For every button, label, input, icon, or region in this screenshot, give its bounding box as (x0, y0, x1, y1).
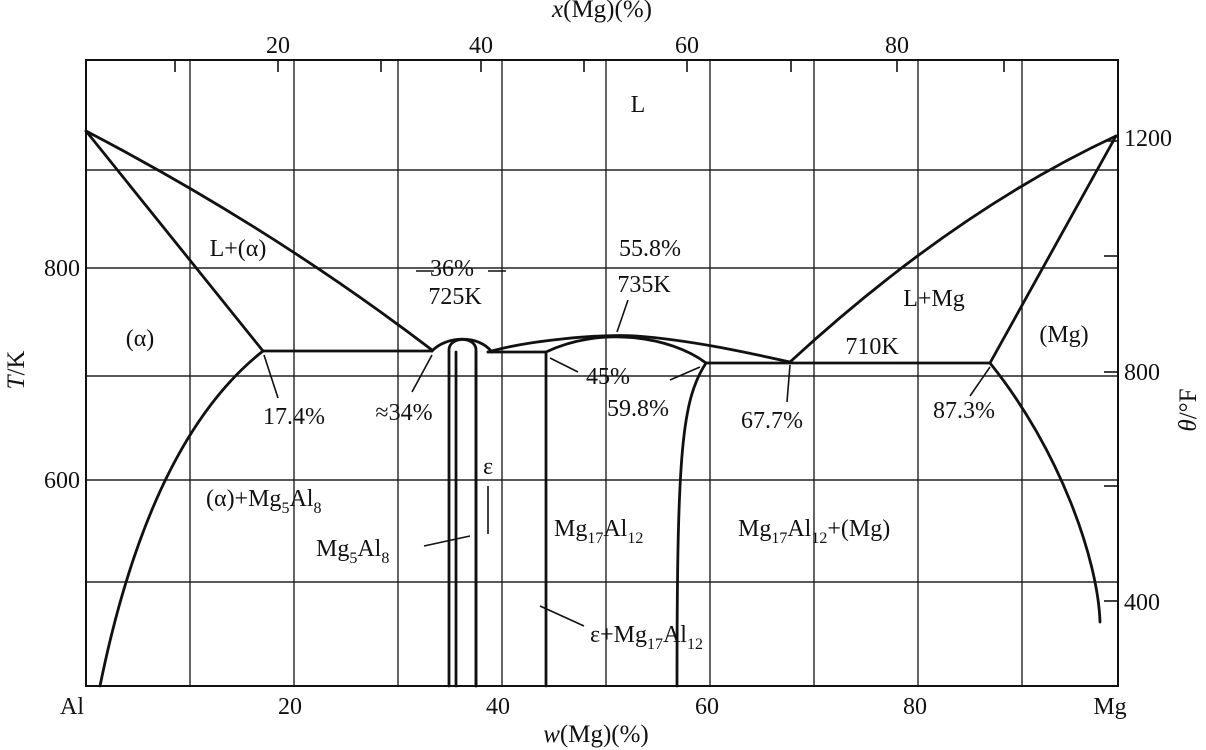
top-tick-label-40: 40 (469, 33, 493, 59)
label-36: 36% (430, 256, 474, 282)
right-tick-label-800: 800 (1124, 360, 1160, 386)
label-mg17al12: Mg17Al12 (554, 516, 643, 547)
region-labels: L L+(α) (α) 17.4% 36% 725K ≈34% 55.8% 73… (126, 92, 1089, 653)
mg5al8-dome (447, 338, 478, 688)
label-eps-mg17al12: ε+Mg17Al12 (590, 622, 703, 653)
label-mg-phase: (Mg) (1039, 322, 1088, 348)
grid (86, 60, 1118, 686)
top-tick-label-60: 60 (675, 33, 699, 59)
right-tick-label-400: 400 (1124, 590, 1160, 616)
plot-frame (85, 59, 1119, 687)
leader-67-7 (786, 364, 791, 403)
label-710k: 710K (845, 334, 899, 360)
label-epsilon: ε (483, 454, 493, 480)
leader-45 (549, 357, 579, 373)
left-tick-label-600: 600 (44, 468, 80, 494)
label-mg17al12-mg: Mg17Al12+(Mg) (738, 516, 890, 547)
mg-solvus (988, 361, 1102, 624)
label-67-7: 67.7% (741, 408, 803, 434)
leader-lines (263, 270, 991, 627)
mg-liquidus (788, 134, 1118, 364)
leader-59-8 (669, 366, 701, 381)
axis-labels: x(Mg)(%) 20 40 60 80 Al 20 40 60 80 Mg w… (3, 0, 1202, 748)
leader-735 (616, 299, 629, 333)
al-liquidus (84, 129, 434, 352)
leader-34 (411, 354, 433, 393)
bottom-axis-title: w(Mg)(%) (543, 721, 649, 748)
bottom-tick-label-40: 40 (486, 694, 510, 720)
al-solvus (98, 349, 265, 688)
mg17al12-dome (544, 335, 708, 365)
label-87-3: 87.3% (933, 398, 995, 424)
leader-eps-mg17al12 (539, 605, 585, 627)
right-axis-title: θ/°F (1175, 388, 1202, 431)
bottom-end-label-mg: Mg (1093, 694, 1126, 720)
label-45: 45% (586, 364, 630, 390)
bottom-end-label-al: Al (60, 694, 84, 720)
top-tick-label-80: 80 (885, 33, 909, 59)
bottom-tick-label-80: 80 (903, 694, 927, 720)
axis-ticks (174, 60, 1118, 602)
mg-solidus (988, 134, 1118, 365)
top-tick-label-20: 20 (266, 33, 290, 59)
al-solidus (84, 129, 265, 353)
mg17al12-liquidus (486, 334, 792, 364)
label-17-4: 17.4% (263, 404, 325, 430)
label-59-8: 59.8% (607, 396, 669, 422)
label-735k: 735K (617, 272, 671, 298)
leader-17-4 (263, 354, 279, 399)
label-mg5al8: Mg5Al8 (316, 536, 389, 567)
left-tick-label-800: 800 (44, 256, 80, 282)
label-55-8: 55.8% (619, 236, 681, 262)
mg5al8-cap (430, 337, 494, 354)
label-725k: 725K (428, 284, 482, 310)
label-l-mg: L+Mg (903, 286, 965, 312)
bottom-tick-label-60: 60 (695, 694, 719, 720)
label-alpha: (α) (126, 326, 155, 352)
phase-boundaries (84, 129, 1118, 688)
label-l-alpha: L+(α) (210, 236, 267, 262)
label-34: ≈34% (375, 400, 432, 426)
label-liquid: L (631, 92, 646, 118)
leader-mg5al8 (423, 535, 471, 547)
right-tick-label-1200: 1200 (1124, 126, 1172, 152)
label-alpha-mg5al8: (α)+Mg5Al8 (206, 486, 321, 517)
top-axis-title: x(Mg)(%) (551, 0, 652, 23)
mg17al12-solvus (675, 361, 708, 688)
left-axis-title: T/K (3, 351, 30, 390)
leader-87-3 (969, 366, 991, 397)
bottom-tick-label-20: 20 (278, 694, 302, 720)
